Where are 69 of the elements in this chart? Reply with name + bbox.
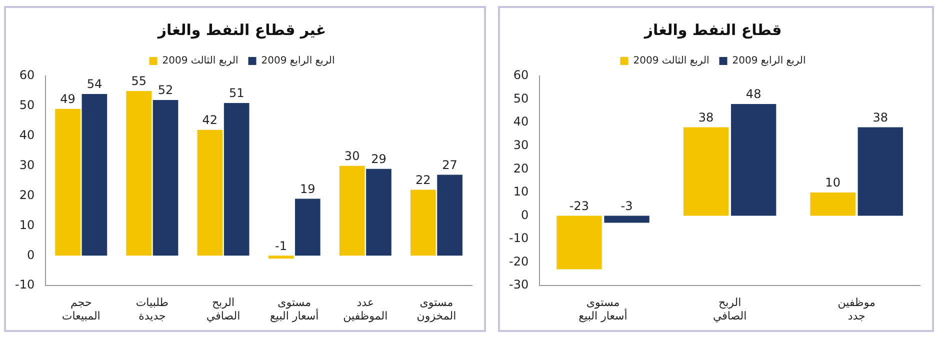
chart-title: غير قطاع النفط والغاز — [156, 20, 326, 39]
data-label: 27 — [442, 158, 458, 172]
x-tick-label: مستوى أسعار البيع — [578, 296, 628, 322]
x-tick-label: طلبيات جديدة — [136, 296, 169, 322]
y-tick-label: 0 — [520, 208, 529, 222]
bar — [410, 190, 436, 256]
bar — [604, 216, 650, 223]
x-tick-label: موظفين جدد — [838, 296, 876, 322]
x-tick-label: الربح الصافي — [712, 296, 747, 322]
data-label: 38 — [872, 110, 888, 124]
y-tick-label: 60 — [513, 68, 529, 82]
data-label: 52 — [158, 83, 174, 98]
data-label: -1 — [275, 238, 287, 253]
x-tick-label: عدد الموظفين — [343, 296, 388, 322]
y-tick-label: 20 — [19, 188, 35, 202]
bar — [730, 104, 776, 216]
y-tick-label: 50 — [513, 91, 529, 106]
chart-title: قطاع النفط والغاز — [643, 20, 782, 39]
y-tick-label: 40 — [513, 114, 529, 129]
y-tick-label: 30 — [513, 138, 529, 152]
bar — [295, 198, 320, 256]
x-tick-label: مستوى أسعار البيع — [270, 296, 319, 322]
legend-label: الربع الرابع 2009 — [261, 56, 335, 67]
legend-label: الربع الثالث 2009 — [633, 56, 710, 67]
data-label: 51 — [228, 86, 244, 100]
y-tick-label: 20 — [513, 161, 529, 176]
legend-label: الربع الرابع 2009 — [732, 56, 806, 67]
data-label: 29 — [371, 152, 386, 166]
data-label: 54 — [86, 77, 102, 92]
data-label: 42 — [202, 113, 218, 128]
y-tick-label: 10 — [19, 218, 35, 232]
y-tick-label: 50 — [19, 98, 35, 112]
bar — [366, 168, 392, 256]
bar — [437, 174, 462, 256]
x-tick-label: الربح الصافي — [206, 296, 240, 322]
bar — [556, 216, 602, 270]
data-label: -23 — [569, 198, 590, 213]
y-tick-label: -10 — [508, 231, 529, 246]
bar — [126, 90, 152, 256]
x-tick-label: مستوى المخزون — [416, 296, 456, 322]
legend-label: الربع الثالث 2009 — [162, 56, 238, 67]
y-tick-label: 10 — [513, 184, 529, 199]
bar — [339, 166, 365, 256]
y-tick-label: -20 — [508, 254, 529, 268]
bar — [152, 100, 178, 256]
bar — [683, 127, 729, 216]
bar — [55, 108, 80, 256]
bar — [197, 130, 223, 256]
bar — [82, 94, 108, 256]
data-label: 10 — [825, 176, 840, 190]
data-label: 30 — [344, 148, 360, 163]
data-label: 55 — [131, 74, 147, 88]
y-tick-label: 40 — [19, 128, 35, 142]
data-label: 38 — [698, 110, 714, 124]
y-tick-label: -10 — [14, 278, 35, 292]
bar — [858, 127, 903, 216]
y-tick-label: -30 — [508, 278, 529, 292]
y-tick-label: 60 — [19, 68, 35, 82]
y-tick-label: 0 — [26, 248, 35, 262]
data-label: 22 — [416, 172, 431, 187]
data-label: 19 — [300, 182, 316, 196]
y-tick-label: 30 — [19, 158, 35, 172]
data-label: 48 — [746, 87, 762, 102]
data-label: 49 — [60, 92, 76, 106]
data-label: -3 — [620, 198, 633, 213]
x-tick-label: حجم المبيعات — [62, 296, 100, 322]
bar — [268, 256, 294, 259]
bar — [810, 192, 856, 216]
bar — [224, 102, 250, 256]
